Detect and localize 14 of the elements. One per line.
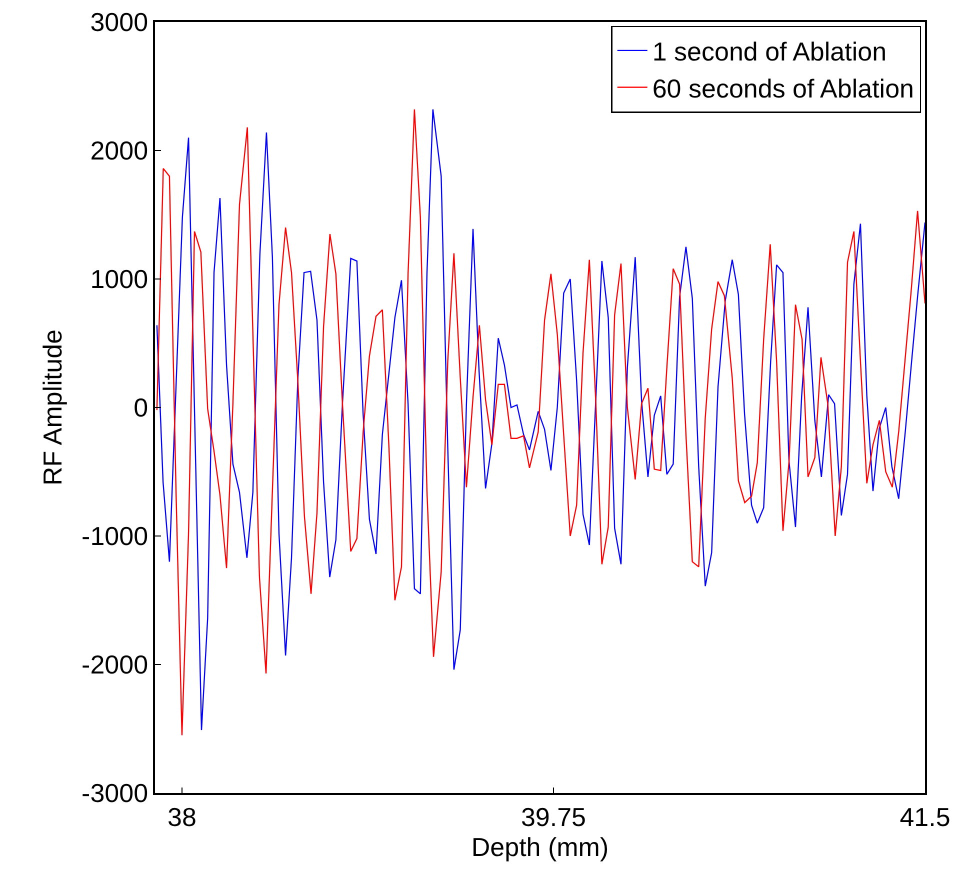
x-tick-label: 41.5 — [900, 802, 950, 832]
y-tick-label: 3000 — [90, 7, 148, 38]
legend-label: 60 seconds of Ablation — [652, 73, 914, 104]
legend-label: 1 second of Ablation — [652, 36, 887, 67]
y-tick-label: 2000 — [90, 136, 148, 166]
y-axis-title: RF Amplitude — [37, 329, 68, 486]
y-tick-label: 0 — [134, 392, 148, 423]
y-tick-label: -2000 — [82, 650, 148, 680]
x-tick-label: 39.75 — [520, 802, 586, 832]
x-tick-label: 38 — [168, 802, 196, 832]
x-axis-title: Depth (mm) — [471, 832, 609, 862]
y-tick-label: -1000 — [82, 521, 148, 552]
y-tick-label: -3000 — [82, 778, 148, 808]
y-tick-label: 1000 — [90, 264, 148, 294]
